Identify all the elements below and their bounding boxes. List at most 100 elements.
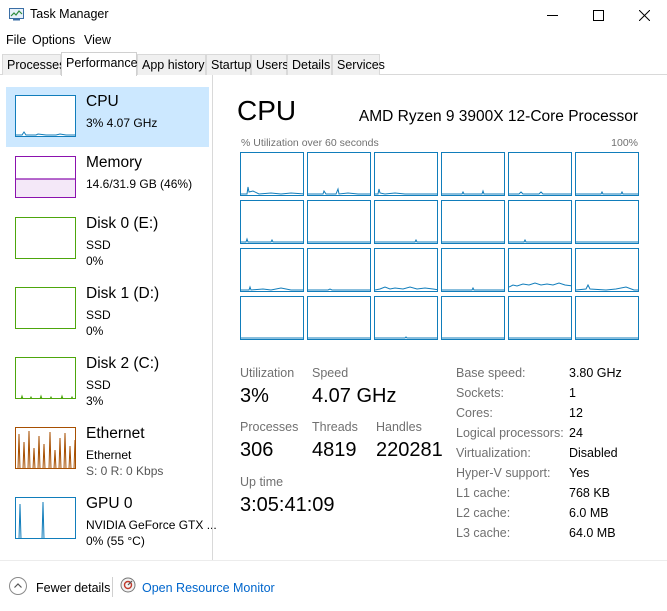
disk-1-thumbnail-graph — [15, 287, 76, 329]
minimize-button[interactable] — [529, 0, 575, 30]
title-bar[interactable]: Task Manager — [0, 0, 667, 30]
base-speed-label: Base speed: — [456, 366, 526, 380]
sidebar-item-detail-2: 3% — [86, 394, 104, 408]
uptime-value: 3:05:41:09 — [240, 494, 335, 516]
base-speed-value: 3.80 GHz — [569, 366, 622, 380]
sidebar-item-gpu-0[interactable]: GPU 0 NVIDIA GeForce GTX ... 0% (55 °C) — [6, 489, 217, 549]
sidebar-item-detail-2: 0% (55 °C) — [86, 534, 145, 548]
core-graph — [307, 248, 371, 292]
page-title: CPU — [237, 95, 297, 126]
sidebar-item-detail-2: 0% — [86, 254, 104, 268]
footer-divider — [0, 560, 667, 561]
resource-monitor-icon — [120, 577, 136, 593]
close-button[interactable] — [621, 0, 667, 30]
tab-startup[interactable]: Startup — [206, 54, 251, 75]
sidebar-item-label: Disk 1 (D:) — [86, 285, 160, 302]
sidebar-item-detail-2: 0% — [86, 324, 104, 338]
l2-cache-label: L2 cache: — [456, 506, 511, 520]
core-graph — [575, 248, 639, 292]
menu-view[interactable]: View — [84, 33, 111, 47]
hyper-v-support-label: Hyper-V support: — [456, 466, 551, 480]
open-resource-monitor-link[interactable]: Open Resource Monitor — [142, 581, 275, 595]
logical-processor-graphs[interactable] — [240, 152, 640, 352]
ethernet-thumbnail-graph — [15, 427, 76, 469]
sidebar-item-label: Disk 2 (C:) — [86, 355, 160, 372]
sidebar-item-detail: NVIDIA GeForce GTX ... — [86, 518, 217, 532]
tab-services[interactable]: Services — [332, 54, 385, 75]
core-graph — [508, 152, 572, 196]
graph-caption: % Utilization over 60 seconds — [241, 137, 379, 149]
sidebar-item-detail-2: S: 0 R: 0 Kbps — [86, 464, 164, 478]
sidebar-item-label: Memory — [86, 154, 142, 171]
tab-bar: Processes Performance App history Startu… — [0, 52, 667, 76]
footer-bar: Fewer details Open Resource Monitor — [0, 565, 667, 611]
minimize-icon — [546, 14, 558, 16]
tab-app-history[interactable]: App history — [137, 54, 206, 75]
cpu-thumbnail-graph — [15, 95, 76, 137]
menu-bar: File Options View — [0, 32, 667, 50]
sidebar-item-detail: SSD — [86, 378, 111, 392]
sidebar-item-memory[interactable]: Memory 14.6/31.9 GB (46%) — [6, 148, 209, 208]
core-graph — [374, 296, 438, 340]
tab-details[interactable]: Details — [287, 54, 332, 75]
sockets-label: Sockets: — [456, 386, 504, 400]
logical-processors-label: Logical processors: — [456, 426, 564, 440]
threads-label: Threads — [312, 420, 358, 434]
tab-users[interactable]: Users — [251, 54, 289, 75]
sidebar-item-detail: SSD — [86, 308, 111, 322]
sidebar-divider[interactable] — [212, 75, 213, 560]
core-graph — [441, 200, 505, 244]
tab-processes[interactable]: Processes — [2, 54, 65, 75]
speed-value: 4.07 GHz — [312, 385, 397, 407]
tab-performance[interactable]: Performance — [61, 52, 138, 76]
menu-file[interactable]: File — [6, 33, 27, 47]
processes-value: 306 — [240, 439, 274, 461]
maximize-button[interactable] — [575, 0, 621, 30]
disk-2-thumbnail-graph — [15, 357, 76, 399]
l1-cache-value: 768 KB — [569, 486, 611, 500]
sidebar-item-disk-0[interactable]: Disk 0 (E:) SSD 0% — [6, 209, 209, 269]
core-graph — [441, 248, 505, 292]
cpu-model-name: AMD Ryzen 9 3900X 12-Core Processor — [358, 108, 638, 125]
resource-sidebar: CPU 3% 4.07 GHz Memory 14.6/31.9 GB (46%… — [0, 75, 217, 560]
threads-value: 4819 — [312, 439, 357, 461]
virtualization-label: Virtualization: — [456, 446, 531, 460]
sidebar-item-cpu[interactable]: CPU 3% 4.07 GHz — [6, 87, 209, 147]
graph-max-label: 100% — [611, 137, 638, 149]
core-graph — [307, 152, 371, 196]
core-graph — [441, 296, 505, 340]
sidebar-item-disk-2[interactable]: Disk 2 (C:) SSD 3% — [6, 349, 209, 409]
core-graph — [575, 200, 639, 244]
sockets-value: 1 — [569, 386, 576, 400]
l3-cache-label: L3 cache: — [456, 526, 511, 540]
utilization-value: 3% — [240, 385, 269, 407]
l3-cache-value: 64.0 MB — [569, 526, 616, 540]
core-graph — [508, 296, 572, 340]
hyper-v-support-value: Yes — [569, 466, 590, 480]
l1-cache-label: L1 cache: — [456, 486, 511, 500]
l2-cache-value: 6.0 MB — [569, 506, 609, 520]
fewer-details-button[interactable]: Fewer details — [36, 581, 111, 595]
disk-0-thumbnail-graph — [15, 217, 76, 259]
maximize-icon — [592, 9, 604, 21]
sidebar-item-disk-1[interactable]: Disk 1 (D:) SSD 0% — [6, 279, 209, 339]
core-graph — [240, 152, 304, 196]
footer-separator — [112, 577, 113, 597]
sidebar-item-ethernet[interactable]: Ethernet Ethernet S: 0 R: 0 Kbps — [6, 419, 209, 479]
core-graph — [508, 200, 572, 244]
core-graph — [240, 200, 304, 244]
sidebar-item-detail: SSD — [86, 238, 111, 252]
sidebar-item-detail: 14.6/31.9 GB (46%) — [86, 177, 193, 191]
cpu-detail-panel: CPU AMD Ryzen 9 3900X 12-Core Processor … — [213, 75, 667, 560]
memory-thumbnail-graph — [15, 156, 76, 198]
menu-options[interactable]: Options — [32, 33, 76, 47]
task-manager-icon — [9, 8, 24, 21]
chevron-up-icon[interactable] — [9, 577, 27, 595]
sidebar-item-label: CPU — [86, 93, 119, 110]
core-graph — [441, 152, 505, 196]
cores-label: Cores: — [456, 406, 493, 420]
core-graph — [240, 248, 304, 292]
uptime-label: Up time — [240, 475, 284, 489]
sidebar-item-detail: 3% 4.07 GHz — [86, 116, 158, 130]
core-graph — [374, 248, 438, 292]
